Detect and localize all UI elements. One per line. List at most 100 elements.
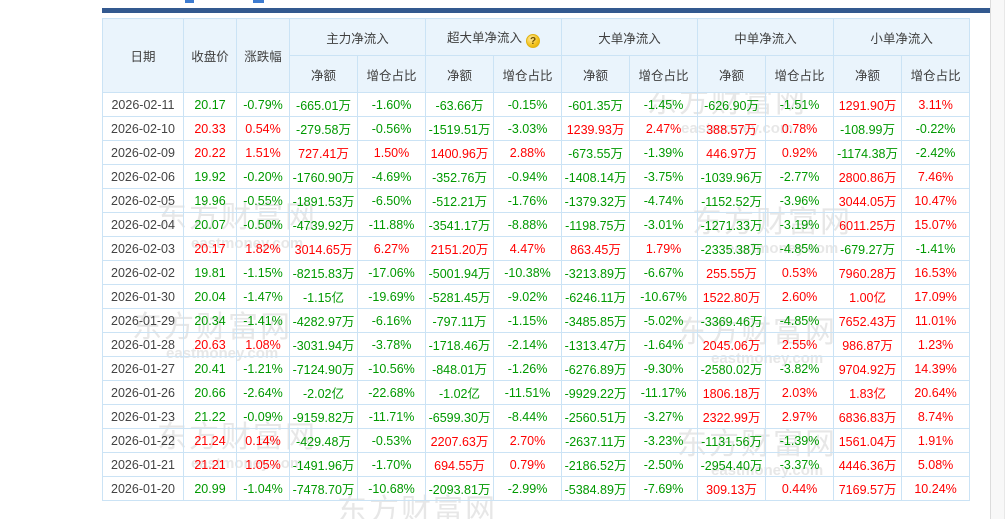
- cell-change: -0.79%: [236, 92, 290, 117]
- subheader-ratio: 增仓占比: [765, 55, 835, 93]
- cell-small-net: 7652.43万: [833, 308, 903, 333]
- cutoff-tab-fragment: [253, 0, 264, 3]
- cell-medium-ratio: 2.97%: [765, 404, 835, 429]
- cell-small-net: 7960.28万: [833, 260, 903, 285]
- table-row: 2026-01-27 20.41 -1.21% -7124.90万 -10.56% -84…: [102, 356, 971, 381]
- cell-change: -1.04%: [236, 476, 290, 501]
- cell-small-net: 6011.25万: [833, 212, 903, 237]
- cell-large-net: -1198.75万: [561, 212, 631, 237]
- cell-large-ratio: 2.47%: [629, 116, 699, 141]
- cell-large-ratio: -1.64%: [629, 332, 699, 357]
- header-group-label: 超大单净流入: [447, 30, 523, 45]
- cell-close: 20.17: [183, 236, 237, 261]
- cell-large-net: -2637.11万: [561, 428, 631, 453]
- cell-xlarge-ratio: -8.88%: [493, 212, 563, 237]
- cell-main-net: -1760.90万: [289, 164, 358, 189]
- cell-medium-ratio: -3.82%: [765, 356, 835, 381]
- cell-medium-net: -2580.02万: [697, 356, 767, 381]
- cell-xlarge-ratio: -9.02%: [493, 284, 563, 309]
- header-group-label: 中单净流入: [734, 31, 797, 46]
- cell-small-ratio: 1.91%: [901, 428, 971, 453]
- cell-change: 0.54%: [236, 116, 290, 141]
- header-group-small: 小单净流入: [833, 18, 971, 56]
- cell-xlarge-net: -848.01万: [425, 356, 495, 381]
- cell-date: 2026-01-26: [102, 380, 184, 405]
- cell-large-ratio: -5.02%: [629, 308, 699, 333]
- cell-large-net: -601.35万: [561, 92, 631, 117]
- cell-large-net: 863.45万: [561, 236, 631, 261]
- cell-xlarge-net: -6599.30万: [425, 404, 495, 429]
- cell-large-net: -1408.14万: [561, 164, 631, 189]
- table-row: 2026-01-22 21.24 0.14% -429.48万 -0.53% 2207.6…: [102, 428, 971, 453]
- cell-date: 2026-01-22: [102, 428, 184, 453]
- cell-small-ratio: 17.09%: [901, 284, 971, 309]
- cell-medium-ratio: -2.77%: [765, 164, 835, 189]
- cell-main-net: 727.41万: [289, 140, 358, 165]
- cell-date: 2026-01-20: [102, 476, 184, 501]
- cell-date: 2026-01-28: [102, 332, 184, 357]
- subheader-ratio: 增仓占比: [901, 55, 971, 93]
- subheader-net: 净额: [425, 55, 495, 93]
- cell-large-ratio: -11.17%: [629, 380, 699, 405]
- cell-change: -0.50%: [236, 212, 290, 237]
- help-icon[interactable]: ?: [526, 33, 541, 48]
- cell-medium-net: 2045.06万: [697, 332, 767, 357]
- cell-change: 1.51%: [236, 140, 290, 165]
- table-row: 2026-01-23 21.22 -0.09% -9159.82万 -11.71% -65…: [102, 404, 971, 429]
- cell-small-ratio: 7.46%: [901, 164, 971, 189]
- cell-date: 2026-01-23: [102, 404, 184, 429]
- cell-large-ratio: -3.75%: [629, 164, 699, 189]
- fund-flow-table: 日期 收盘价 涨跌幅 主力净流入 超大单净流入? 大单净流入 中单净流入 小单净…: [102, 18, 971, 501]
- cell-medium-net: 446.97万: [697, 140, 767, 165]
- cell-small-ratio: 14.39%: [901, 356, 971, 381]
- header-group-main: 主力净流入: [288, 18, 427, 56]
- cell-xlarge-net: -1.02亿: [425, 380, 495, 405]
- cell-change: -2.64%: [236, 380, 290, 405]
- table-row: 2026-01-30 20.04 -1.47% -1.15亿 -19.69% -5281.…: [102, 284, 971, 309]
- cell-large-ratio: -3.27%: [629, 404, 699, 429]
- cell-large-ratio: -1.45%: [629, 92, 699, 117]
- cell-large-ratio: -7.69%: [629, 476, 699, 501]
- cell-small-ratio: 3.11%: [901, 92, 971, 117]
- cell-main-net: -4739.92万: [289, 212, 358, 237]
- cell-small-net: 7169.57万: [833, 476, 903, 501]
- cell-xlarge-ratio: -1.76%: [493, 188, 563, 213]
- cell-large-ratio: -2.50%: [629, 452, 699, 477]
- cell-date: 2026-02-06: [102, 164, 184, 189]
- cell-xlarge-net: -512.21万: [425, 188, 495, 213]
- header-change: 涨跌幅: [236, 18, 290, 93]
- cell-xlarge-net: -1519.51万: [425, 116, 495, 141]
- cell-main-net: -279.58万: [289, 116, 358, 141]
- cell-small-net: 1.00亿: [833, 284, 903, 309]
- cell-close: 20.33: [183, 116, 237, 141]
- cell-small-net: -679.27万: [833, 236, 903, 261]
- cell-medium-net: 1806.18万: [697, 380, 767, 405]
- subheader-ratio: 增仓占比: [356, 55, 427, 93]
- cell-main-ratio: -3.78%: [356, 332, 427, 357]
- cell-large-net: -6276.89万: [561, 356, 631, 381]
- cell-main-ratio: -10.68%: [356, 476, 427, 501]
- cell-date: 2026-01-21: [102, 452, 184, 477]
- cell-date: 2026-02-02: [102, 260, 184, 285]
- table-row: 2026-01-20 20.99 -1.04% -7478.70万 -10.68% -20…: [102, 476, 971, 501]
- cell-main-net: -7124.90万: [289, 356, 358, 381]
- cell-large-ratio: -10.67%: [629, 284, 699, 309]
- table-row: 2026-02-10 20.33 0.54% -279.58万 -0.56% -1519.…: [102, 116, 971, 141]
- cell-xlarge-ratio: -2.14%: [493, 332, 563, 357]
- cell-large-net: -9929.22万: [561, 380, 631, 405]
- cell-close: 19.81: [183, 260, 237, 285]
- cell-date: 2026-02-03: [102, 236, 184, 261]
- cell-small-net: 1561.04万: [833, 428, 903, 453]
- cell-main-net: -665.01万: [289, 92, 358, 117]
- cell-main-ratio: -6.16%: [356, 308, 427, 333]
- cell-medium-ratio: -3.19%: [765, 212, 835, 237]
- cell-main-ratio: -11.88%: [356, 212, 427, 237]
- cell-main-net: -1891.53万: [289, 188, 358, 213]
- cell-small-ratio: 11.01%: [901, 308, 971, 333]
- cell-small-ratio: 16.53%: [901, 260, 971, 285]
- cell-large-net: -1313.47万: [561, 332, 631, 357]
- cell-small-net: 3044.05万: [833, 188, 903, 213]
- vertical-scrollbar[interactable]: [990, 0, 1005, 519]
- cell-close: 20.22: [183, 140, 237, 165]
- cell-close: 20.41: [183, 356, 237, 381]
